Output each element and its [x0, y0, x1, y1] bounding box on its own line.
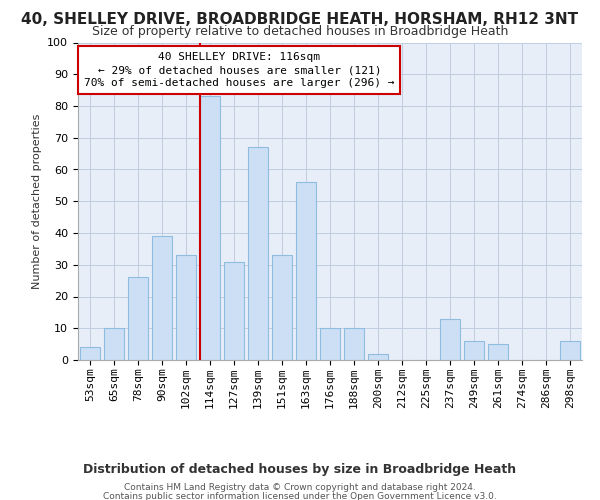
- Y-axis label: Number of detached properties: Number of detached properties: [32, 114, 42, 289]
- Bar: [224, 262, 244, 360]
- Bar: [440, 318, 460, 360]
- Bar: [248, 148, 268, 360]
- Bar: [272, 255, 292, 360]
- Bar: [560, 341, 580, 360]
- Text: 40 SHELLEY DRIVE: 116sqm
← 29% of detached houses are smaller (121)
70% of semi-: 40 SHELLEY DRIVE: 116sqm ← 29% of detach…: [84, 52, 395, 88]
- Text: Contains public sector information licensed under the Open Government Licence v3: Contains public sector information licen…: [103, 492, 497, 500]
- Bar: [152, 236, 172, 360]
- Bar: [320, 328, 340, 360]
- Bar: [128, 278, 148, 360]
- Bar: [488, 344, 508, 360]
- Bar: [464, 341, 484, 360]
- Bar: [368, 354, 388, 360]
- Text: Size of property relative to detached houses in Broadbridge Heath: Size of property relative to detached ho…: [92, 25, 508, 38]
- Bar: [80, 348, 100, 360]
- Bar: [344, 328, 364, 360]
- Bar: [104, 328, 124, 360]
- Bar: [200, 96, 220, 360]
- Text: 40, SHELLEY DRIVE, BROADBRIDGE HEATH, HORSHAM, RH12 3NT: 40, SHELLEY DRIVE, BROADBRIDGE HEATH, HO…: [22, 12, 578, 28]
- Text: Contains HM Land Registry data © Crown copyright and database right 2024.: Contains HM Land Registry data © Crown c…: [124, 484, 476, 492]
- Bar: [296, 182, 316, 360]
- Text: Distribution of detached houses by size in Broadbridge Heath: Distribution of detached houses by size …: [83, 462, 517, 475]
- Bar: [176, 255, 196, 360]
